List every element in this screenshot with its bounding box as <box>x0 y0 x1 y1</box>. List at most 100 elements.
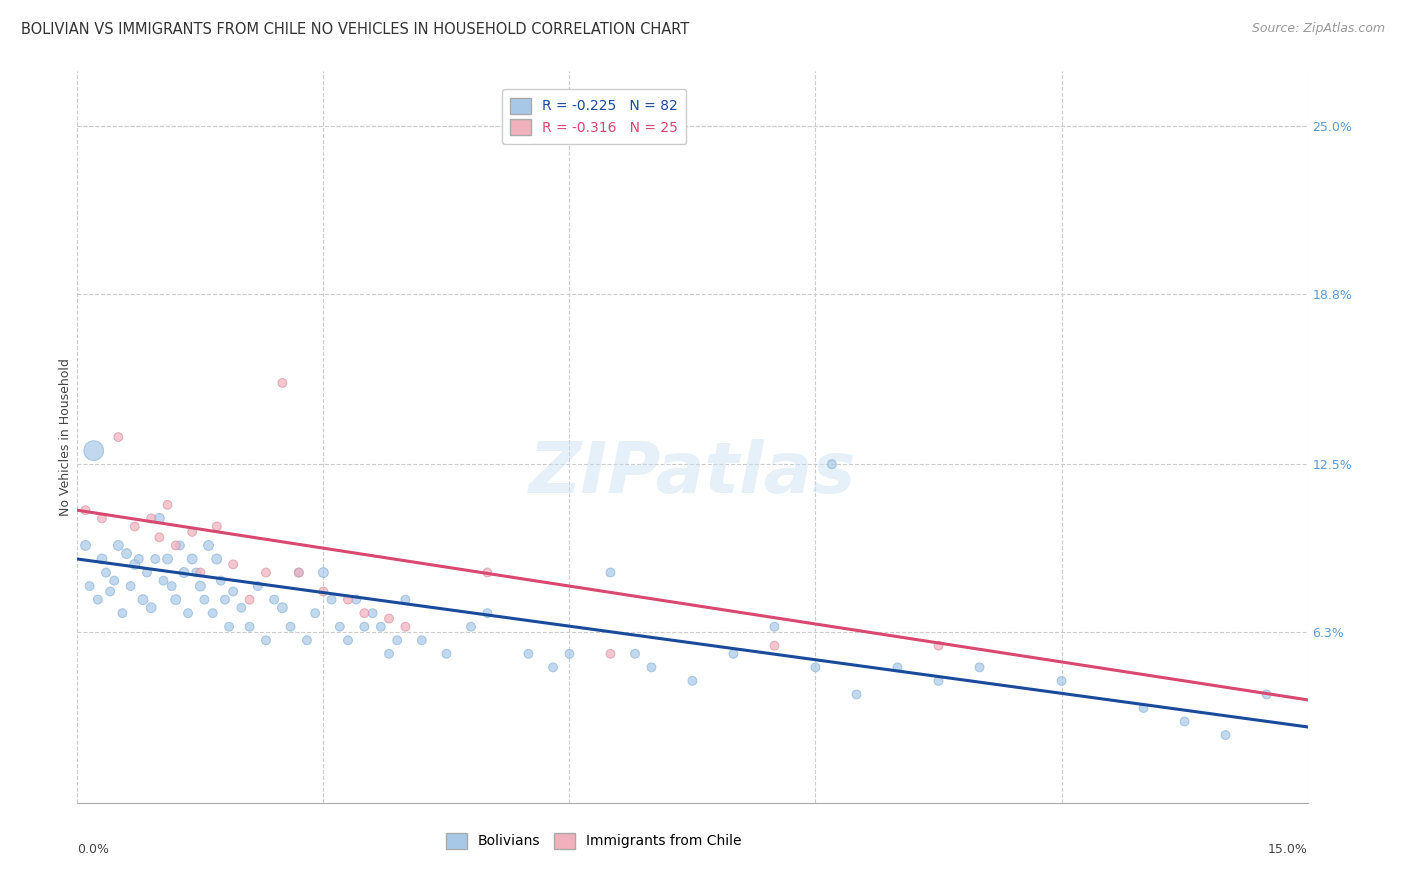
Point <box>288 566 311 580</box>
Point <box>845 688 868 702</box>
Point <box>640 660 662 674</box>
Point <box>1215 728 1237 742</box>
Point <box>222 558 245 572</box>
Point <box>209 574 232 588</box>
Point <box>295 633 318 648</box>
Point <box>173 566 195 580</box>
Point <box>75 503 97 517</box>
Point <box>128 552 150 566</box>
Point <box>763 639 786 653</box>
Point <box>143 552 166 566</box>
Text: Source: ZipAtlas.com: Source: ZipAtlas.com <box>1251 22 1385 36</box>
Point <box>239 592 262 607</box>
Point <box>107 538 129 552</box>
Point <box>599 566 621 580</box>
Point <box>120 579 142 593</box>
Point <box>886 660 908 674</box>
Point <box>624 647 647 661</box>
Point <box>160 579 183 593</box>
Text: BOLIVIAN VS IMMIGRANTS FROM CHILE NO VEHICLES IN HOUSEHOLD CORRELATION CHART: BOLIVIAN VS IMMIGRANTS FROM CHILE NO VEH… <box>21 22 689 37</box>
Point <box>969 660 991 674</box>
Point <box>288 566 311 580</box>
Point <box>378 647 401 661</box>
Point <box>541 660 564 674</box>
Point <box>156 498 179 512</box>
Point <box>928 673 950 688</box>
Point <box>111 606 134 620</box>
Text: ZIPatlas: ZIPatlas <box>529 439 856 508</box>
Point <box>205 519 228 533</box>
Point <box>329 620 352 634</box>
Point <box>1050 673 1073 688</box>
Point <box>188 566 212 580</box>
Point <box>1174 714 1197 729</box>
Point <box>90 552 114 566</box>
Point <box>378 611 401 625</box>
Point <box>205 552 228 566</box>
Point <box>337 633 360 648</box>
Point <box>132 592 155 607</box>
Point <box>763 620 786 634</box>
Point <box>599 647 621 661</box>
Point <box>1256 688 1278 702</box>
Point <box>246 579 269 593</box>
Point <box>188 579 212 593</box>
Point <box>148 530 170 544</box>
Point <box>1132 701 1154 715</box>
Point <box>124 519 146 533</box>
Point <box>148 511 170 525</box>
Point <box>103 574 125 588</box>
Point <box>344 592 367 607</box>
Point <box>361 606 384 620</box>
Point <box>79 579 101 593</box>
Point <box>90 511 114 525</box>
Point <box>337 592 360 607</box>
Point <box>321 592 343 607</box>
Point <box>385 633 409 648</box>
Point <box>169 538 191 552</box>
Point <box>411 633 433 648</box>
Point <box>177 606 200 620</box>
Point <box>821 457 844 471</box>
Point <box>193 592 215 607</box>
Point <box>218 620 240 634</box>
Point <box>156 552 179 566</box>
Point <box>201 606 224 620</box>
Point <box>280 620 302 634</box>
Point <box>312 584 335 599</box>
Point <box>87 592 110 607</box>
Point <box>124 558 146 572</box>
Point <box>181 552 204 566</box>
Point <box>239 620 262 634</box>
Point <box>312 566 335 580</box>
Point <box>115 547 138 561</box>
Point <box>304 606 326 620</box>
Point <box>353 620 375 634</box>
Point <box>165 538 187 552</box>
Point <box>254 633 277 648</box>
Point <box>94 566 117 580</box>
Point <box>152 574 174 588</box>
Point <box>181 524 204 539</box>
Point <box>75 538 97 552</box>
Point <box>254 566 277 580</box>
Point <box>804 660 827 674</box>
Point <box>477 566 499 580</box>
Point <box>263 592 285 607</box>
Point <box>271 600 294 615</box>
Point <box>517 647 540 661</box>
Point <box>394 620 416 634</box>
Point <box>141 600 163 615</box>
Point <box>165 592 187 607</box>
Point <box>231 600 253 615</box>
Legend: Bolivians, Immigrants from Chile: Bolivians, Immigrants from Chile <box>440 827 748 855</box>
Text: 0.0%: 0.0% <box>77 843 110 856</box>
Point <box>107 430 129 444</box>
Point <box>136 566 159 580</box>
Point <box>682 673 704 688</box>
Point <box>98 584 121 599</box>
Point <box>436 647 458 661</box>
Point <box>723 647 745 661</box>
Point <box>353 606 375 620</box>
Point <box>214 592 236 607</box>
